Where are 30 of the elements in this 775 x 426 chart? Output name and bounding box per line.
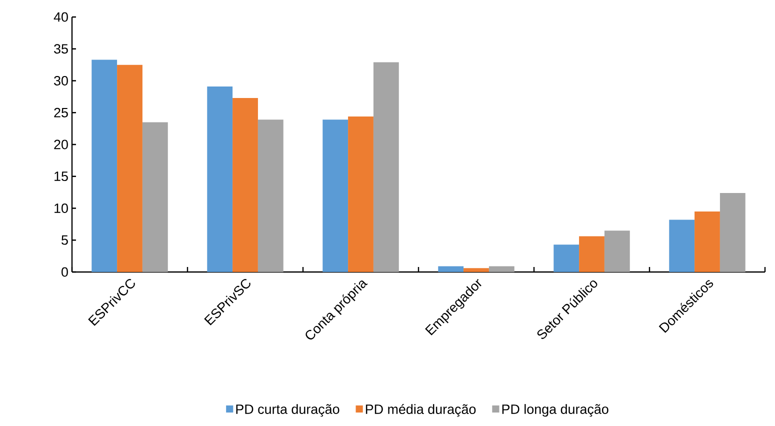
bar	[554, 244, 580, 272]
bar	[604, 230, 630, 272]
bar	[373, 62, 399, 272]
y-tick-label: 30	[54, 76, 68, 86]
y-tick-label: 20	[54, 140, 68, 150]
bar	[142, 122, 168, 272]
bar	[669, 220, 695, 272]
y-tick-label: 10	[54, 203, 68, 214]
bar	[348, 116, 374, 272]
bar	[720, 192, 746, 272]
legend-label: PD longa duração	[502, 404, 608, 417]
bar	[438, 266, 464, 272]
legend-label: PD curta duração	[236, 404, 340, 417]
bar	[232, 98, 258, 272]
bar	[464, 268, 489, 272]
bar	[488, 266, 514, 272]
bar	[258, 120, 284, 272]
bar	[207, 86, 233, 272]
y-tick-label: 5	[62, 235, 68, 245]
bar	[117, 64, 142, 272]
y-tick-label: 40	[54, 12, 68, 22]
y-tick-label: 25	[54, 108, 68, 118]
bar	[579, 236, 604, 272]
bar	[322, 120, 348, 272]
bar	[92, 60, 118, 272]
bar	[694, 211, 720, 272]
y-tick-label: 15	[54, 172, 68, 182]
y-tick-label: 0	[62, 267, 68, 277]
y-tick-label: 35	[54, 44, 68, 54]
legend-label: PD média duração	[366, 404, 476, 417]
